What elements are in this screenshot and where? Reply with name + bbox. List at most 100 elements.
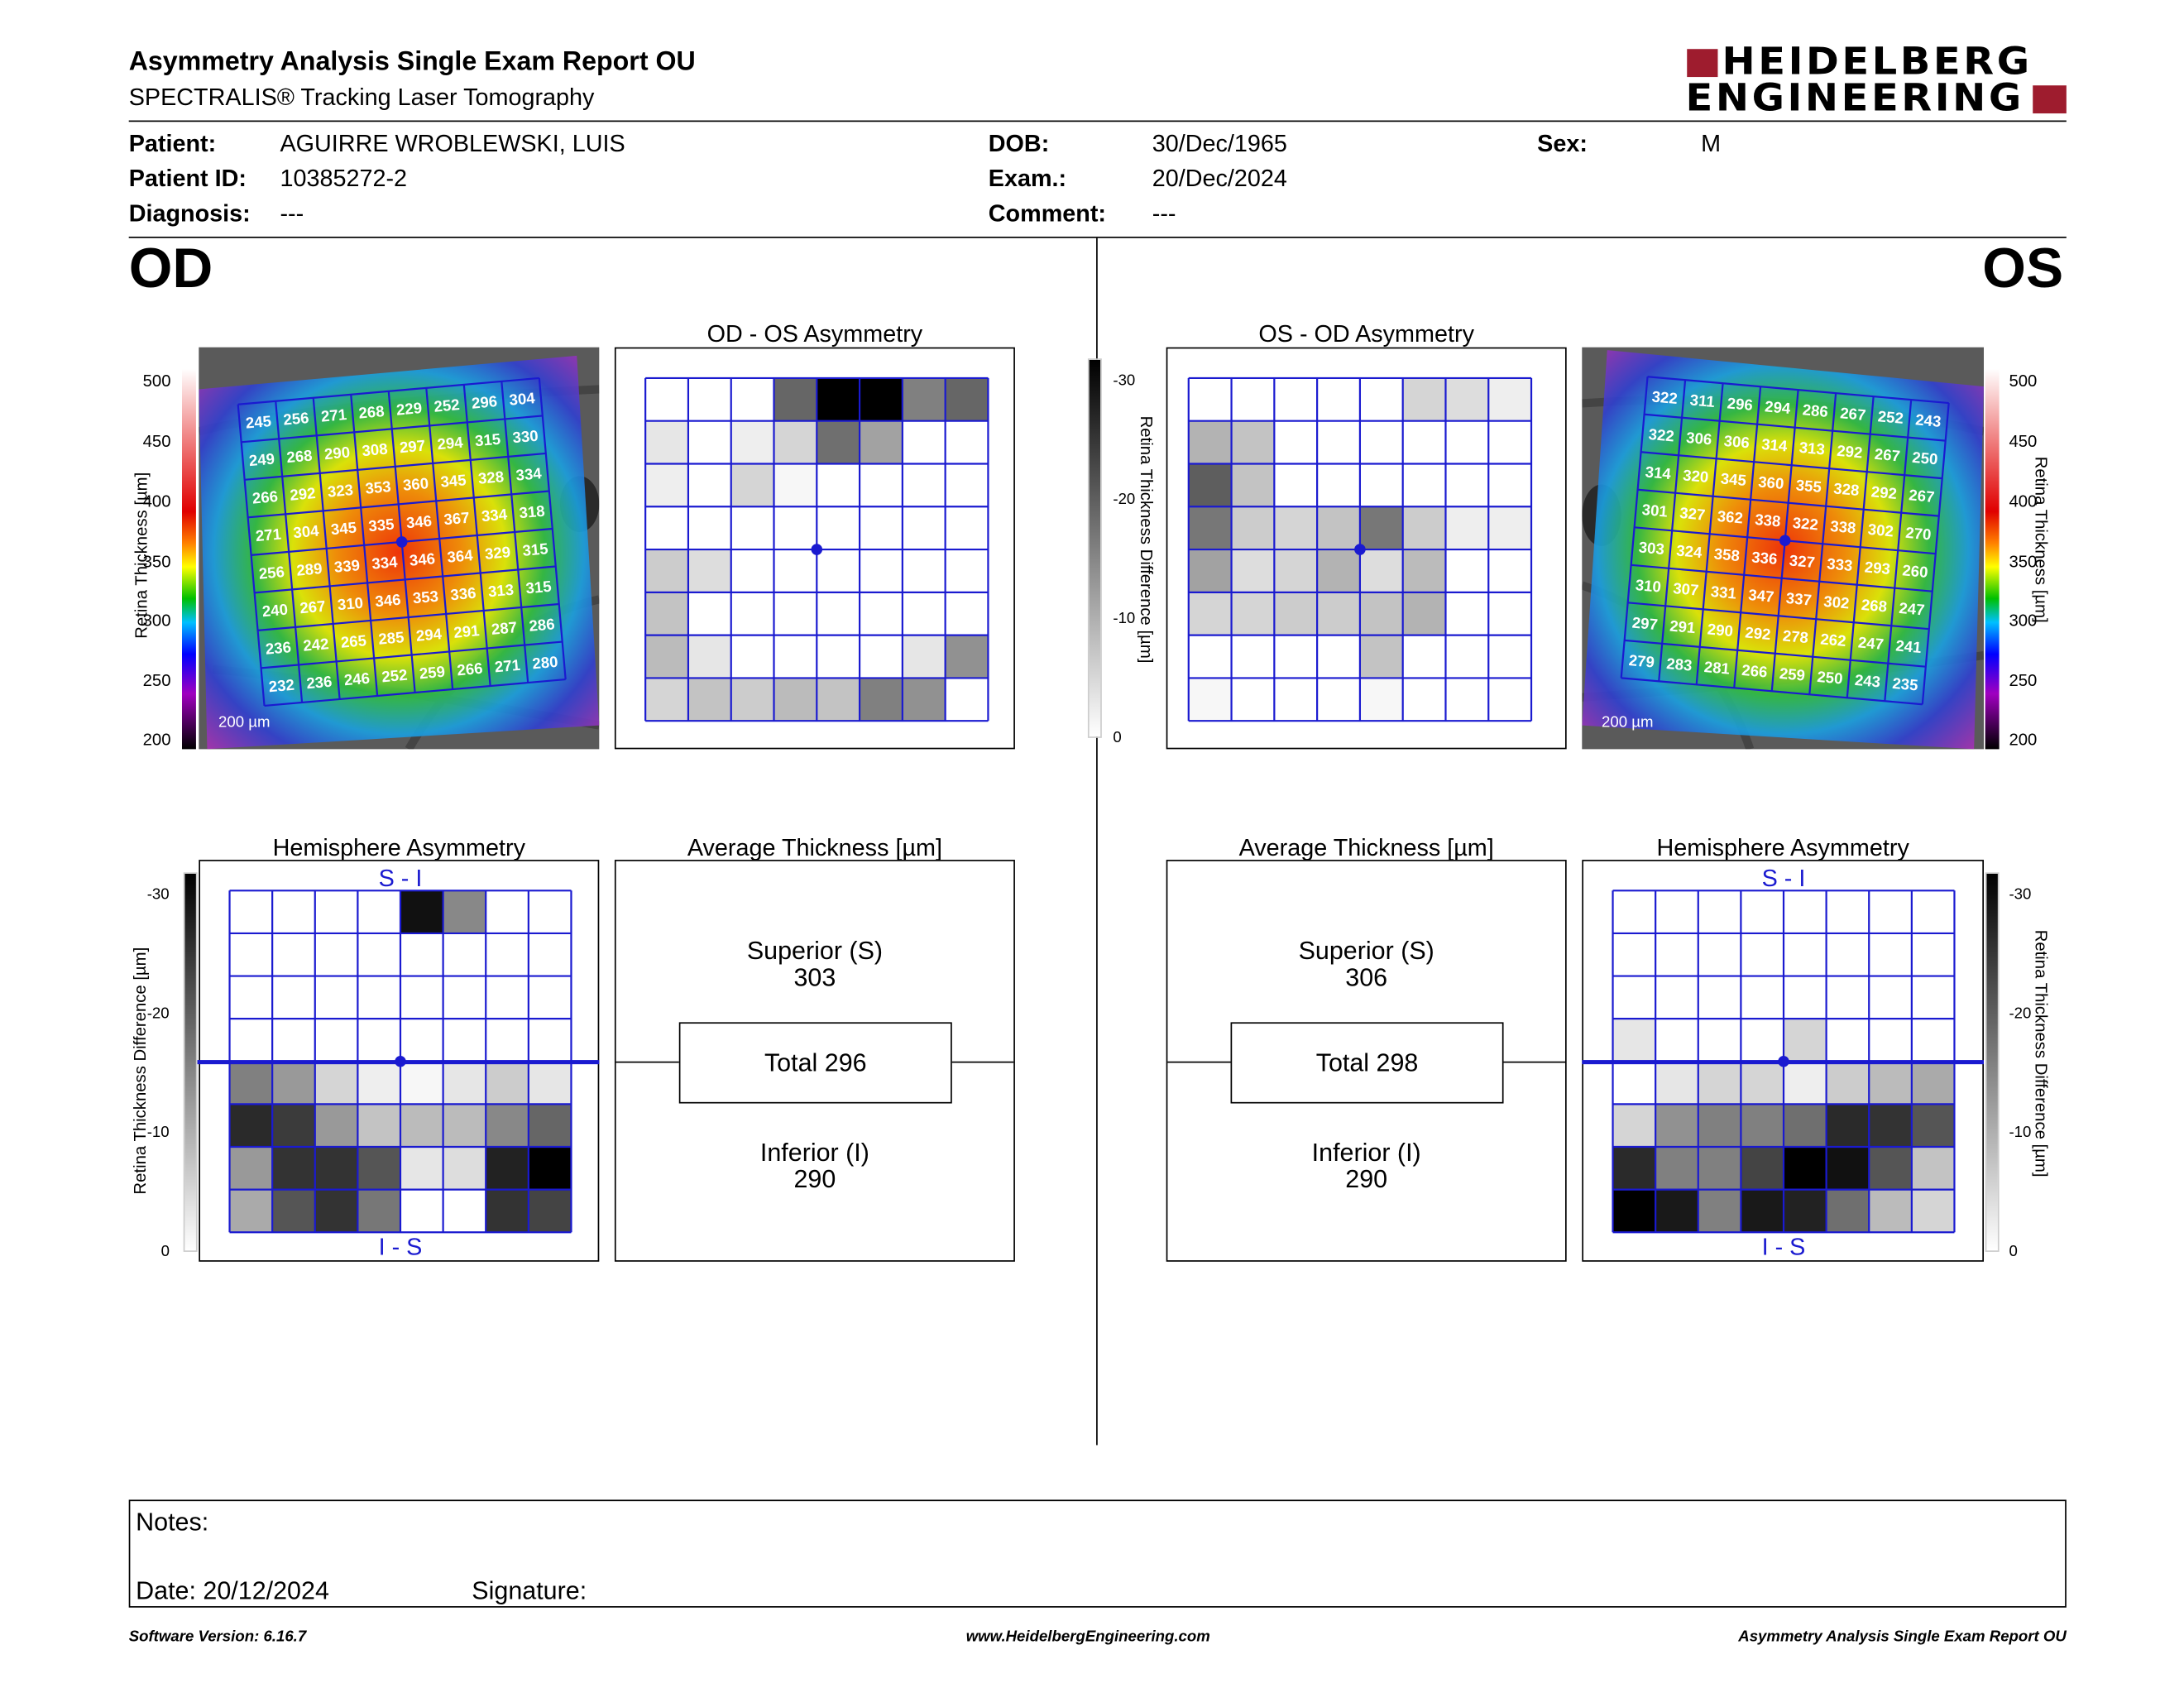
difference-cell: [1274, 678, 1318, 722]
difference-cell: [1741, 1019, 1784, 1062]
thickness-tick: 300: [2009, 610, 2038, 631]
difference-cell: [1359, 463, 1403, 507]
difference-cell: [1784, 890, 1827, 933]
difference-cell: [902, 549, 946, 592]
thickness-value: 318: [519, 502, 546, 522]
difference-cell: [774, 635, 817, 679]
thickness-value: 320: [1682, 466, 1709, 486]
footer-report-name: Asymmetry Analysis Single Exam Report OU: [1738, 1628, 2067, 1646]
difference-cell: [730, 592, 774, 635]
difference-cell: [1698, 1061, 1741, 1105]
difference-cell: [1445, 420, 1489, 464]
thickness-value: 267: [1839, 404, 1866, 424]
grid-line: [1627, 602, 1929, 631]
od-hemisphere-midline: [197, 1060, 600, 1065]
thickness-value: 286: [1802, 400, 1829, 420]
difference-cell: [1784, 1061, 1827, 1105]
difference-cell: [774, 420, 817, 464]
thickness-value: 335: [368, 516, 395, 535]
comment-value: ---: [1152, 200, 1176, 228]
difference-tick: -20: [146, 1005, 170, 1023]
thickness-value: 314: [1760, 435, 1788, 455]
difference-tick: -30: [146, 886, 170, 904]
notes-label: Notes:: [136, 1508, 209, 1537]
difference-tick: -30: [2009, 886, 2032, 904]
difference-cell: [1445, 678, 1489, 722]
difference-axis-label: Retina Thickness Difference [µm]: [1137, 415, 1157, 664]
difference-cell: [1359, 506, 1403, 550]
difference-colorbar-right: [1985, 872, 2000, 1252]
os-superior-label: Superior (S): [1298, 937, 1434, 965]
thickness-value: 249: [248, 450, 275, 470]
os-total-box: Total 298: [1230, 1022, 1504, 1104]
diagnosis-value: ---: [280, 200, 304, 228]
difference-cell: [645, 592, 688, 635]
od-superior-label: Superior (S): [746, 937, 884, 965]
difference-cell: [1911, 976, 1955, 1019]
difference-cell: [1655, 1189, 1698, 1233]
difference-cell: [1359, 377, 1403, 421]
od-hemisphere-grid: S - I I - S: [228, 866, 572, 1260]
thickness-tick: 400: [2009, 492, 2038, 511]
difference-cell: [945, 506, 989, 550]
difference-cell: [1655, 1019, 1698, 1062]
thickness-value: 267: [1874, 445, 1901, 465]
report-subtitle: SPECTRALIS® Tracking Laser Tomography: [128, 84, 595, 111]
difference-cell: [945, 592, 989, 635]
thickness-value: 242: [302, 635, 329, 655]
thickness-tick: 300: [142, 610, 171, 631]
difference-cell: [314, 976, 358, 1019]
thickness-value: 256: [258, 563, 285, 583]
thickness-tick: 250: [142, 670, 171, 691]
difference-cell: [1188, 635, 1232, 679]
od-inferior-value: 290: [793, 1165, 836, 1193]
difference-tick: 0: [1113, 729, 1122, 746]
difference-cell: [1488, 592, 1532, 635]
grid-line: [261, 640, 563, 669]
od-hemisphere-title: Hemisphere Asymmetry: [272, 834, 525, 861]
thickness-value: 296: [471, 392, 498, 412]
thickness-value: 345: [440, 471, 467, 491]
difference-cell: [443, 890, 486, 933]
fovea-marker: [395, 536, 408, 548]
difference-cell: [687, 678, 731, 722]
thickness-value: 367: [443, 509, 471, 529]
grid-line: [264, 678, 566, 707]
os-scale-label: 200 µm: [1602, 714, 1654, 731]
os-fundus-image: 322 311 296 294 286 267 252 243 322 306 306 314 313 2…: [1582, 347, 1984, 750]
os-asymmetry-title: OS - OD Asymmetry: [1258, 320, 1474, 348]
thickness-value: 347: [1748, 586, 1775, 606]
difference-cell: [730, 506, 774, 550]
difference-cell: [229, 1147, 273, 1190]
difference-cell: [528, 933, 572, 976]
thickness-tick: 250: [2009, 670, 2038, 691]
os-asymmetry-grid: [1187, 376, 1533, 722]
grid-line: [254, 565, 556, 594]
thickness-value: 245: [245, 412, 272, 432]
difference-cell: [902, 506, 946, 550]
exam-value: 20/Dec/2024: [1152, 165, 1287, 192]
difference-cell: [1655, 1147, 1698, 1190]
difference-cell: [1402, 592, 1446, 635]
thickness-value: 247: [1899, 599, 1926, 619]
thickness-value: 267: [299, 597, 327, 617]
difference-cell: [945, 678, 989, 722]
difference-cell: [1359, 549, 1403, 592]
difference-cell: [229, 1104, 273, 1147]
difference-cell: [730, 463, 774, 507]
website-link[interactable]: www.HeidelbergEngineering.com: [965, 1628, 1210, 1646]
difference-cell: [1869, 1147, 1912, 1190]
difference-cell: [1359, 592, 1403, 635]
difference-cell: [443, 1147, 486, 1190]
difference-cell: [314, 1147, 358, 1190]
difference-cell: [1231, 420, 1275, 464]
thickness-value: 294: [437, 434, 464, 453]
difference-cell: [1612, 1061, 1656, 1105]
difference-cell: [528, 976, 572, 1019]
difference-cell: [774, 506, 817, 550]
difference-cell: [1317, 377, 1360, 421]
difference-cell: [1274, 549, 1318, 592]
difference-cell: [1612, 1189, 1656, 1233]
thickness-value: 246: [343, 669, 371, 689]
notes-box[interactable]: Notes: Date: 20/12/2024 Signature:: [128, 1499, 2067, 1608]
